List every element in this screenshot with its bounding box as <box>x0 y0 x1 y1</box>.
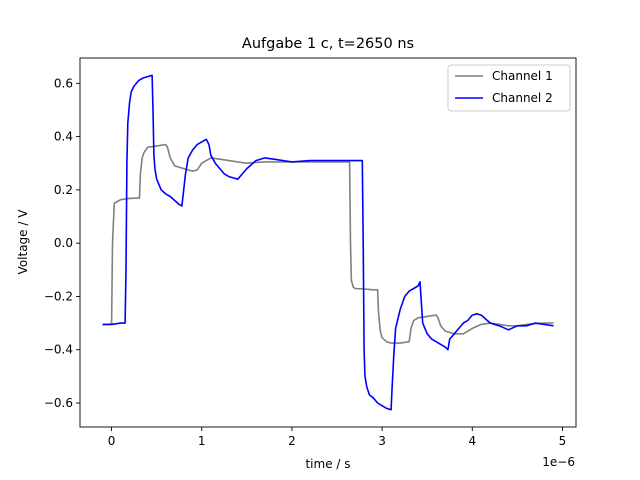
y-tick-label: 0.0 <box>54 236 73 250</box>
legend-label-channel-2: Channel 2 <box>492 91 553 105</box>
y-tick-label: 0.4 <box>54 130 73 144</box>
x-tick-label: 1 <box>198 434 206 448</box>
y-tick-label: −0.2 <box>44 289 73 303</box>
legend-label-channel-1: Channel 1 <box>492 69 553 83</box>
x-axis-offset-label: 1e−6 <box>542 455 575 469</box>
x-tick-label: 4 <box>468 434 476 448</box>
x-tick-label: 2 <box>288 434 296 448</box>
series-line-channel-1 <box>102 143 554 344</box>
legend: Channel 1 Channel 2 <box>447 64 571 112</box>
plot-area: 0 1 2 3 4 5 −0.6 −0.4 −0.2 0.0 0.2 0.4 0.6 <box>44 57 577 448</box>
y-tick-label: 0.6 <box>54 76 73 90</box>
y-tick-label: −0.6 <box>44 396 73 410</box>
y-tick-label: 0.2 <box>54 183 73 197</box>
y-axis-label: Voltage / V <box>16 209 30 275</box>
chart-title: Aufgabe 1 c, t=2650 ns <box>242 36 414 52</box>
x-axis-label: time / s <box>305 457 350 471</box>
y-tick-label: −0.4 <box>44 343 73 357</box>
axes-frame <box>79 57 577 428</box>
series-line-channel-2 <box>102 74 554 411</box>
x-tick-label: 3 <box>378 434 386 448</box>
x-tick-label: 5 <box>559 434 567 448</box>
x-tick-label: 0 <box>108 434 116 448</box>
